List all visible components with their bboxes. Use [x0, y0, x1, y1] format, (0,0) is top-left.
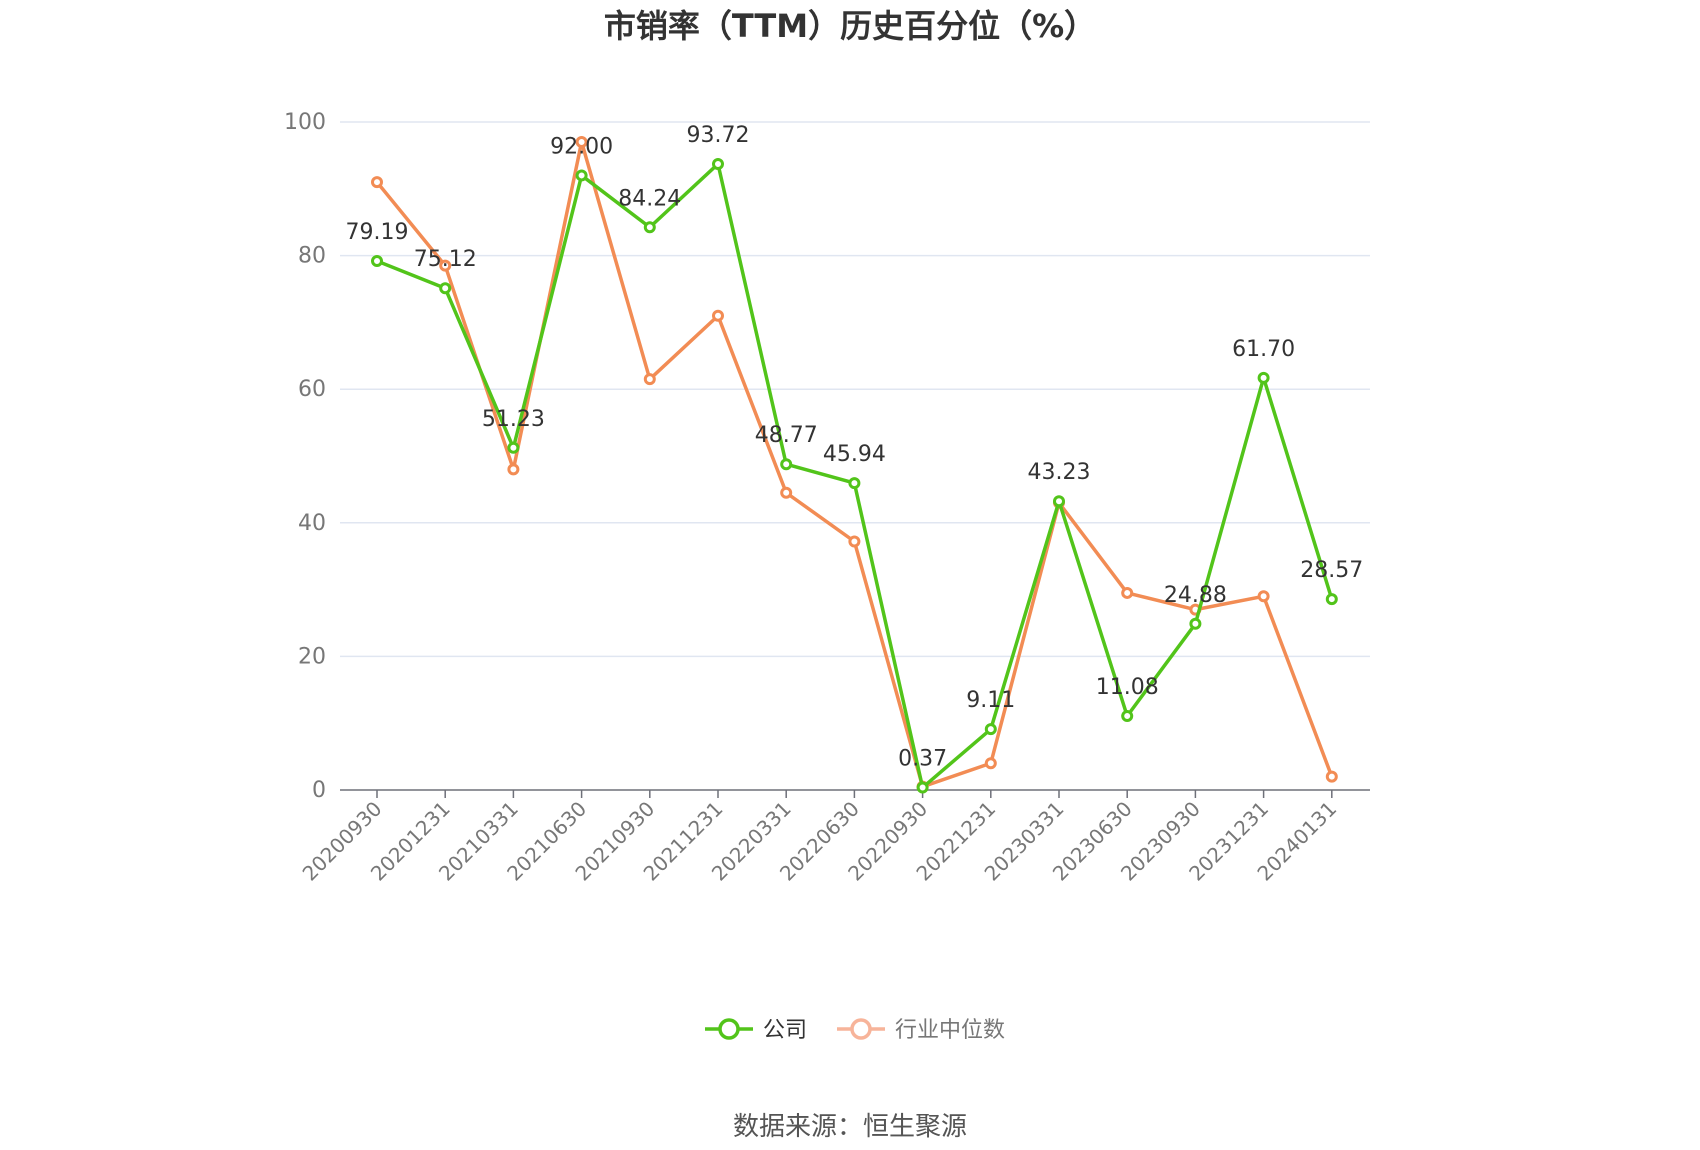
data-point-s1-7[interactable]	[848, 535, 861, 548]
legend-marker-icon	[850, 1018, 872, 1040]
data-label: 75.12	[414, 247, 477, 272]
grid-lines: 0 20 40 60 80 100	[284, 110, 1370, 803]
data-point-s0-3[interactable]	[575, 169, 588, 182]
data-point-s1-14[interactable]	[1325, 770, 1338, 783]
data-point-s1-3[interactable]	[575, 136, 588, 149]
data-label: 79.19	[346, 220, 409, 245]
data-point-s0-8[interactable]	[916, 781, 929, 794]
legend-label: 公司	[763, 1018, 807, 1043]
y-tick-label: 60	[298, 377, 326, 402]
data-point-s0-10[interactable]	[1053, 495, 1065, 508]
data-label: 45.94	[823, 442, 886, 467]
data-label: 93.72	[687, 123, 750, 148]
y-tick-label: 0	[312, 778, 326, 803]
y-tick-label: 20	[298, 644, 326, 669]
data-label: 84.24	[618, 186, 681, 211]
data-point-s1-13[interactable]	[1257, 590, 1270, 603]
data-point-s0-1[interactable]	[439, 282, 452, 295]
data-point-s0-2[interactable]	[507, 441, 520, 454]
chart-title: 市销率（TTM）历史百分位（%）	[604, 7, 1096, 45]
data-point-s1-0[interactable]	[371, 176, 383, 189]
data-label: 0.37	[898, 747, 947, 772]
data-label: 61.70	[1232, 337, 1295, 362]
data-point-s1-9[interactable]	[984, 757, 997, 770]
data-point-s1-6[interactable]	[780, 486, 793, 499]
data-point-s0-12[interactable]	[1189, 617, 1202, 630]
data-point-s1-5[interactable]	[712, 309, 724, 322]
data-point-s0-7[interactable]	[848, 477, 861, 490]
data-point-s0-13[interactable]	[1257, 371, 1270, 384]
legend-label: 行业中位数	[895, 1018, 1005, 1043]
y-tick-label: 80	[298, 244, 326, 269]
data-label: 43.23	[1028, 460, 1091, 485]
data-point-s1-11[interactable]	[1121, 586, 1134, 599]
data-label: 9.11	[966, 688, 1015, 713]
data-point-s0-14[interactable]	[1325, 593, 1338, 606]
legend[interactable]: 公司 行业中位数	[705, 1018, 1005, 1043]
data-point-s1-4[interactable]	[643, 373, 656, 386]
data-label: 48.77	[755, 423, 818, 448]
data-label: 24.88	[1164, 583, 1227, 608]
legend-item-1[interactable]: 行业中位数	[837, 1018, 1005, 1043]
data-label: 51.23	[482, 407, 545, 432]
data-point-s0-4[interactable]	[643, 221, 656, 234]
source-note: 数据来源：恒生聚源	[733, 1112, 967, 1142]
data-label: 28.57	[1300, 558, 1363, 583]
y-tick-label: 40	[298, 511, 326, 536]
y-tick-label: 100	[284, 110, 326, 135]
data-label: 92.00	[550, 134, 613, 159]
data-point-s0-11[interactable]	[1121, 709, 1134, 722]
data-point-s1-1[interactable]	[439, 259, 452, 272]
data-point-s0-9[interactable]	[984, 723, 997, 736]
data-point-s1-2[interactable]	[507, 463, 520, 476]
data-point-s0-0[interactable]	[371, 255, 383, 268]
series-layer	[371, 136, 1338, 794]
axes: 2020093020201231202103312021063020210930…	[298, 789, 1370, 886]
data-point-s0-5[interactable]	[712, 157, 724, 170]
data-point-s0-6[interactable]	[780, 458, 793, 471]
legend-item-0[interactable]: 公司	[705, 1018, 807, 1043]
series-line-0	[376, 162, 1334, 790]
data-label: 11.08	[1096, 675, 1159, 700]
legend-marker-icon	[718, 1018, 740, 1040]
